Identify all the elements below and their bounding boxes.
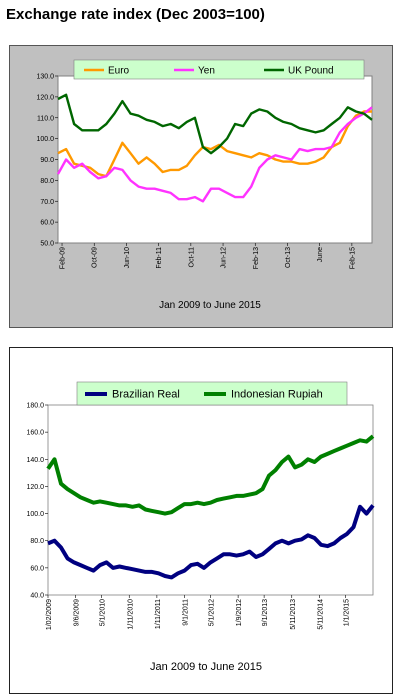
- x-tick-label: 9/1/2013: [262, 599, 269, 626]
- x-tick-label: Jun-12: [221, 247, 228, 269]
- x-tick-label: Feb-09: [60, 247, 67, 269]
- plot-area: [57, 75, 373, 244]
- x-tick-label: 1/11/2011: [155, 599, 162, 629]
- x-tick-label: 5/1/2010: [100, 599, 107, 626]
- y-tick-label: 60.0: [40, 220, 54, 227]
- chart-1: 50.0 60.0 70.0 80.0 90.0 100.0 110.0 120.0 130.0…: [36, 59, 373, 311]
- y-tick-label: 180.0: [26, 403, 44, 410]
- x-tick-label: Feb-11: [156, 247, 163, 269]
- x-axis-label: Jan 2009 to June 2015: [159, 300, 261, 311]
- y-tick-label: 120.0: [26, 484, 44, 491]
- chart-panel-1: 50.0 60.0 70.0 80.0 90.0 100.0 110.0 120.0 130.0…: [9, 45, 393, 328]
- x-tick-label: 1/9/2012: [236, 599, 243, 626]
- x-tick-label: 1/1/2015: [343, 599, 350, 626]
- x-tick-label: 1/02/2009: [46, 599, 53, 630]
- y-tick-label: 130.0: [36, 74, 54, 81]
- y-tick-label: 60.0: [30, 565, 44, 572]
- x-tick-label: 1/11/2010: [127, 599, 134, 630]
- y-tick-label: 100.0: [26, 511, 44, 518]
- page-title: Exchange rate index (Dec 2003=100): [6, 6, 265, 23]
- y-tick-label: 160.0: [26, 430, 44, 437]
- x-tick-label: 9/6/2009: [74, 599, 81, 626]
- x-tick-label: Oct-11: [188, 247, 195, 268]
- series-line-euro: [57, 110, 372, 178]
- x-tick-label: Oct-13: [285, 247, 292, 268]
- legend-box: [73, 59, 365, 80]
- legend-label-euro: Euro: [108, 66, 130, 77]
- legend-label-uk-pound: UK Pound: [288, 66, 334, 77]
- y-tick-label: 110.0: [37, 115, 54, 122]
- y-tick-label: 120.0: [36, 94, 54, 101]
- legend-label-brazilian-real: Brazilian Real: [112, 389, 180, 401]
- y-tick-label: 40.0: [30, 593, 44, 600]
- x-tick-label: 5/11/2013: [290, 599, 297, 630]
- x-tick-label: 5/11/2014: [317, 599, 324, 630]
- y-tick-label: 70.0: [40, 199, 54, 206]
- series-line-indonesian-rupiah: [46, 434, 375, 516]
- x-axis-label: Jan 2009 to June 2015: [150, 661, 262, 673]
- x-tick-label: Oct-09: [92, 247, 99, 268]
- legend-label-indonesian-rupiah: Indonesian Rupiah: [231, 389, 323, 401]
- x-tick-label: 5/1/2012: [209, 599, 216, 626]
- x-tick-label: Feb-15: [349, 247, 356, 269]
- series-line-yen: [56, 106, 373, 203]
- x-tick-label: 9/1/2011: [183, 599, 190, 626]
- series-line-brazilian-real: [47, 504, 375, 580]
- chart-panel-2: 40.0 60.0 80.0 100.0 120.0 140.0 160.0 180.0 1/0…: [9, 347, 393, 694]
- x-tick-label: June: [317, 247, 324, 262]
- y-tick-label: 80.0: [40, 178, 54, 185]
- x-tick-label: Jun-10: [124, 247, 131, 269]
- legend-label-yen: Yen: [198, 66, 215, 77]
- y-tick-label: 50.0: [40, 241, 54, 248]
- y-tick-label: 140.0: [26, 457, 44, 464]
- y-tick-label: 80.0: [30, 538, 44, 545]
- chart-2: 40.0 60.0 80.0 100.0 120.0 140.0 160.0 180.0 1/0…: [26, 381, 375, 673]
- y-tick-label: 100.0: [36, 136, 54, 143]
- x-tick-label: Feb-13: [253, 247, 260, 269]
- y-tick-label: 90.0: [40, 157, 54, 164]
- series-line-uk-pound: [57, 93, 373, 155]
